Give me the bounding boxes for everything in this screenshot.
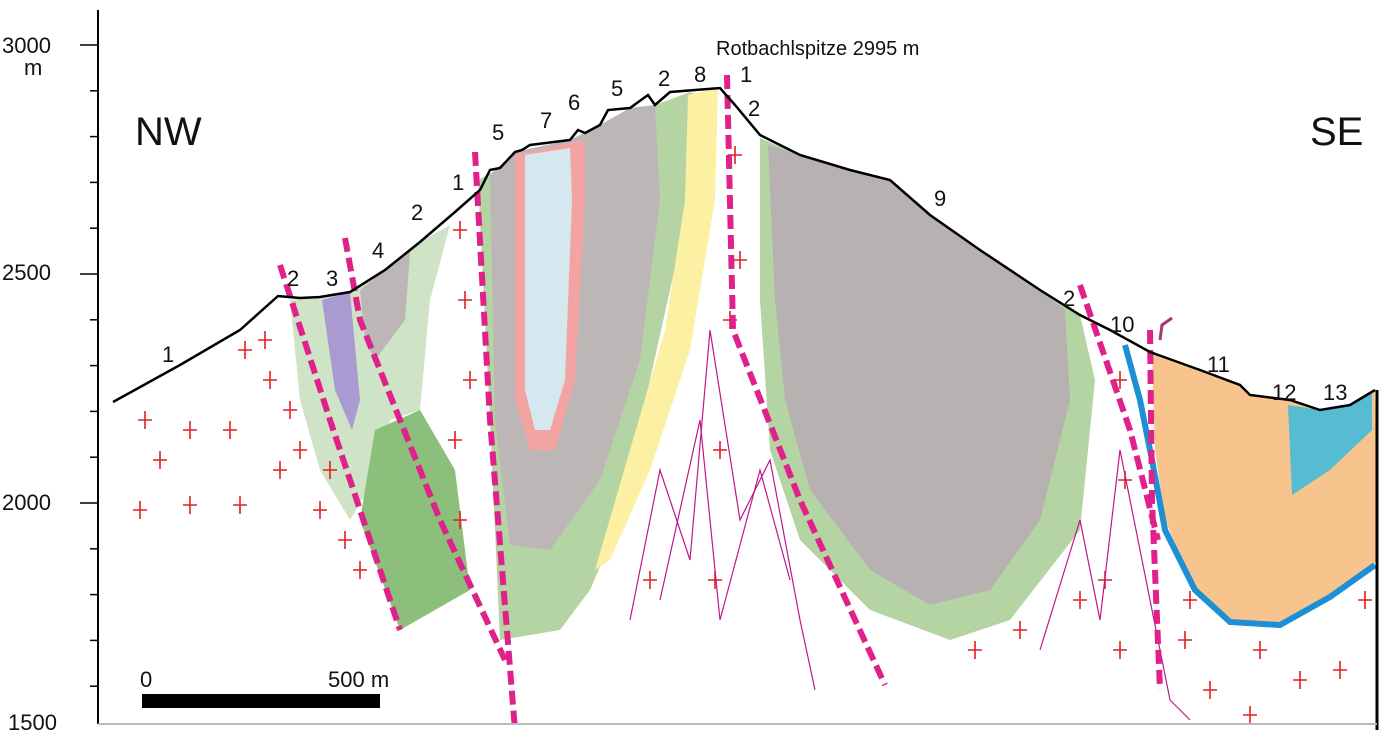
granite-cross <box>138 411 152 429</box>
direction-nw: NW <box>135 110 202 154</box>
unit-label: 11 <box>1207 352 1230 377</box>
unit-label: 7 <box>540 108 552 133</box>
cross-section: 3000 m 2500 2000 1500 NW SE Rotbachlspit… <box>0 0 1392 730</box>
elevation-label: 1500 <box>8 710 57 730</box>
granite-cross <box>153 451 167 469</box>
granite-cross <box>1243 706 1257 724</box>
unit-label: 13 <box>1323 380 1347 405</box>
granite-cross <box>223 421 237 439</box>
granite-cross <box>1013 621 1027 639</box>
granite-cross <box>238 341 252 359</box>
unit-label: 12 <box>1272 380 1296 405</box>
granite-cross <box>453 221 467 239</box>
granite-cross <box>1203 681 1217 699</box>
scale-end: 500 m <box>328 667 389 692</box>
unit-label: 2 <box>287 266 299 291</box>
granite-cross <box>258 331 272 349</box>
granite-cross <box>353 561 367 579</box>
unit-label: 2 <box>1063 286 1075 311</box>
granite-cross <box>1113 641 1127 659</box>
granite-cross <box>183 496 197 514</box>
granite-cross <box>263 371 277 389</box>
granite-cross <box>1178 631 1192 649</box>
unit-label: 5 <box>492 120 504 145</box>
unit-label: 2 <box>658 66 670 91</box>
direction-se: SE <box>1310 110 1363 154</box>
granite-cross <box>1293 671 1307 689</box>
granite-cross <box>1253 641 1267 659</box>
elevation-label: 2500 <box>2 260 51 285</box>
granite-cross <box>968 641 982 659</box>
granite-cross <box>448 431 462 449</box>
unit-label: 2 <box>411 200 423 225</box>
granite-cross <box>458 291 472 309</box>
unit-label: 6 <box>568 90 580 115</box>
unit-label: 5 <box>611 76 623 101</box>
granite-cross <box>283 401 297 419</box>
granite-cross <box>313 501 327 519</box>
granite-cross <box>233 496 247 514</box>
unit-label: 10 <box>1110 312 1134 337</box>
unit-label: 1 <box>740 62 752 87</box>
granite-cross <box>338 531 352 549</box>
granite-cross <box>183 421 197 439</box>
scale-bar <box>142 694 380 708</box>
unit-label: 3 <box>326 266 338 291</box>
unit-label: 4 <box>372 238 384 263</box>
granite-cross <box>713 441 727 459</box>
granite-cross <box>293 441 307 459</box>
elevation-label: 2000 <box>2 490 51 515</box>
peak-label: Rotbachlspitze 2995 m <box>716 38 919 60</box>
unit-label: 1 <box>452 170 464 195</box>
granite-cross <box>733 251 747 269</box>
unit-label: 8 <box>694 62 706 87</box>
movement-arrow <box>1160 318 1172 340</box>
granite-cross <box>1333 661 1347 679</box>
unit-label: 9 <box>934 186 946 211</box>
granite-cross <box>1073 591 1087 609</box>
granite-cross <box>463 371 477 389</box>
unit-label: 2 <box>748 96 760 121</box>
elevation-unit: m <box>24 55 42 80</box>
granite-cross <box>133 501 147 519</box>
granite-cross <box>273 461 287 479</box>
granite-cross <box>1358 591 1372 609</box>
granite-cross <box>643 571 657 589</box>
scale-start: 0 <box>140 667 152 692</box>
unit-label: 1 <box>162 342 174 367</box>
